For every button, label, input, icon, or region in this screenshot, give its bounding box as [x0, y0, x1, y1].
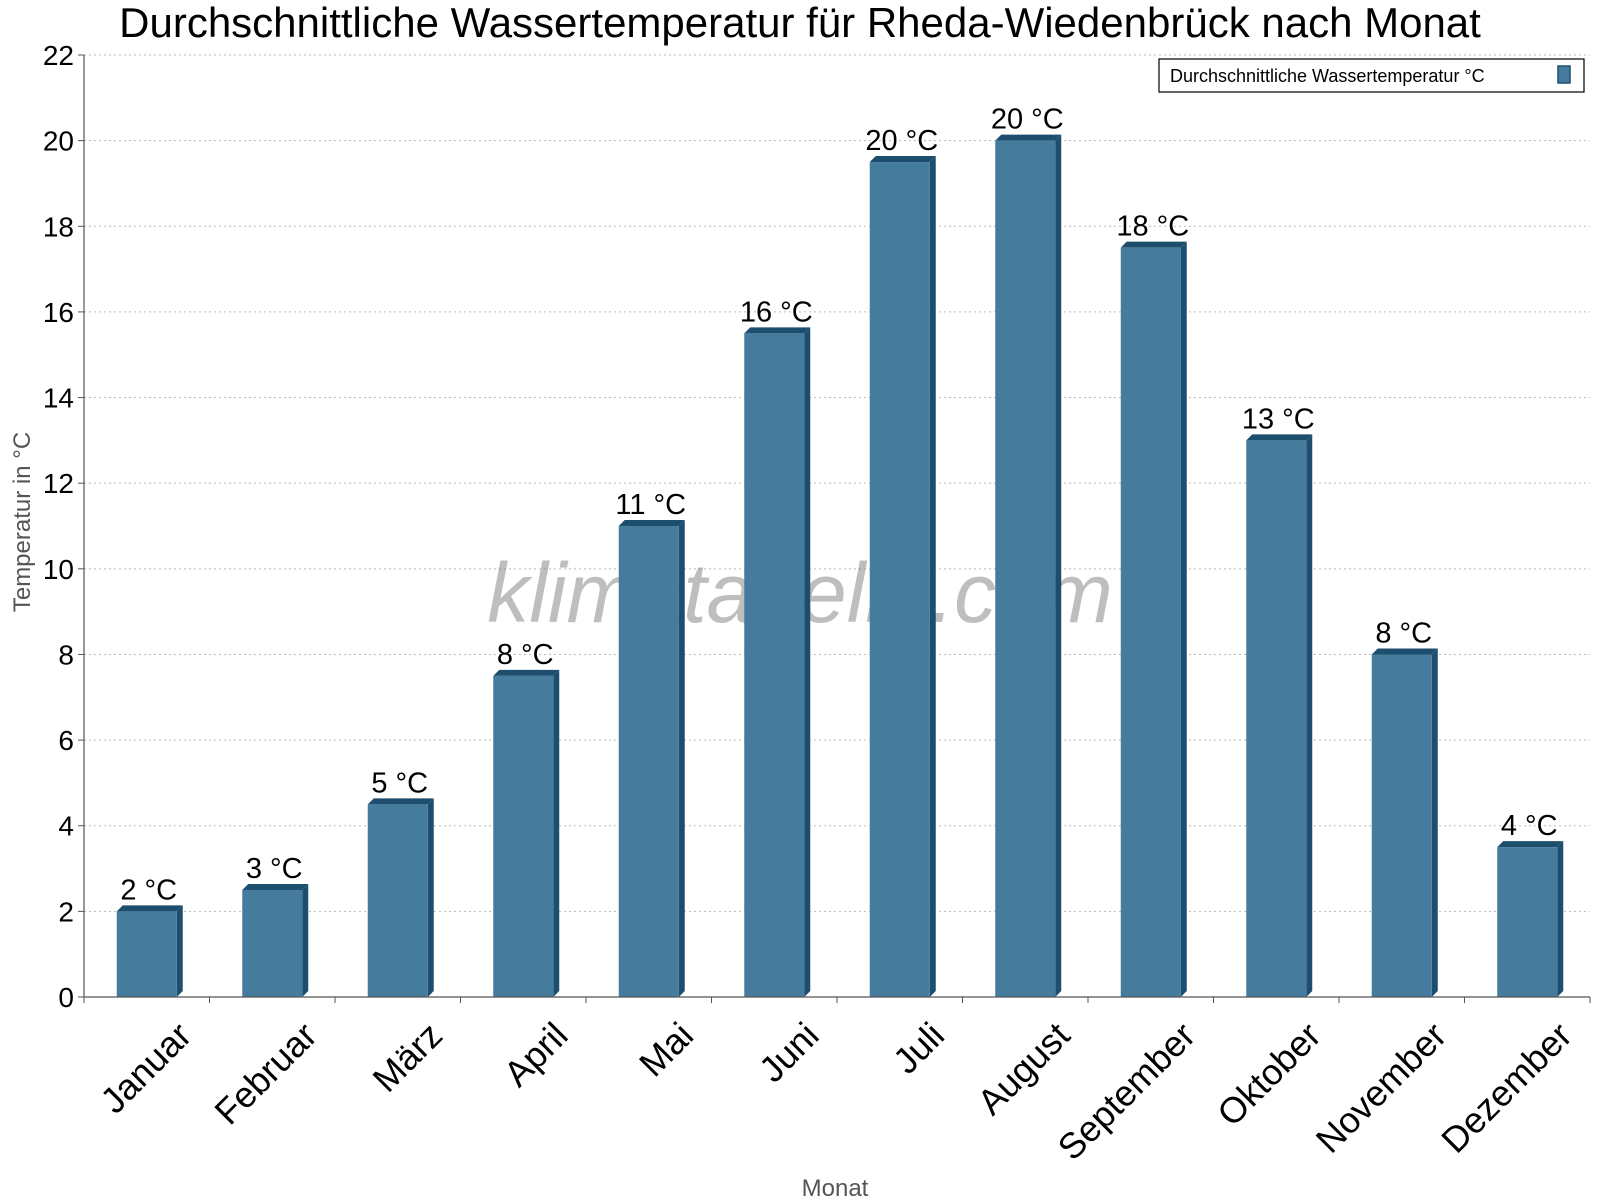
bar-side [1180, 241, 1187, 997]
x-tick-label: Januar [92, 1014, 199, 1121]
y-tick-label: 0 [58, 982, 74, 1013]
legend: Durchschnittliche Wassertemperatur °C [1158, 58, 1585, 93]
bar-side [1306, 434, 1313, 997]
y-tick-label: 4 [58, 811, 74, 842]
bar [869, 156, 936, 997]
bar-front [744, 333, 805, 997]
bar [1120, 241, 1187, 997]
legend-label: Durchschnittliche Wassertemperatur °C [1170, 66, 1485, 86]
bar-side [1557, 841, 1564, 997]
y-tick-label: 2 [58, 896, 74, 927]
bar [1246, 434, 1313, 997]
bar-top [995, 134, 1062, 141]
data-label: 20 °C [865, 125, 938, 157]
data-label: 20 °C [991, 104, 1064, 136]
bar-front [995, 140, 1056, 998]
bar-side [302, 883, 309, 997]
y-tick-label: 14 [43, 383, 74, 414]
y-tick-label: 6 [58, 725, 74, 756]
data-label: 18 °C [1116, 211, 1189, 243]
bar-top [1246, 434, 1313, 441]
bar-top [1120, 241, 1187, 248]
legend-swatch [1557, 65, 1571, 84]
y-tick-label: 10 [43, 554, 74, 585]
data-label: 5 °C [371, 767, 428, 799]
bar-series [116, 134, 1564, 998]
chart-title: Durchschnittliche Wassertemperatur für R… [119, 0, 1481, 46]
y-tick-label: 12 [43, 468, 74, 499]
bar-top [493, 669, 560, 676]
bar-front [1246, 440, 1307, 997]
grid-lines [84, 54, 1590, 912]
bar [116, 905, 183, 997]
y-tick-label: 8 [58, 639, 74, 670]
data-label: 13 °C [1242, 403, 1315, 435]
bar-side [427, 798, 434, 997]
y-tick-label: 20 [43, 126, 74, 157]
bar-top [618, 520, 685, 526]
data-label: 8 °C [497, 639, 554, 671]
bar-top [242, 883, 309, 890]
bar [493, 669, 560, 997]
bar-top [869, 156, 936, 163]
bar-top [1497, 841, 1564, 848]
x-tick-label: März [365, 1014, 451, 1100]
bar-side [804, 327, 811, 997]
bar [744, 327, 811, 997]
legend-box [1158, 58, 1585, 93]
bar-top [1371, 648, 1438, 655]
bar [995, 134, 1062, 998]
x-tick-label: August [969, 1014, 1077, 1122]
data-labels: 2 °C 3 °C 5 °C 8 °C 11 °C 16 °C 20 °C 20 °C 18 °… [120, 104, 1557, 907]
bar-side [1431, 648, 1438, 997]
x-tick-label: Oktober [1209, 1014, 1329, 1134]
bar-front [869, 162, 930, 997]
data-label: 3 °C [246, 853, 303, 885]
bar-front [1120, 247, 1181, 997]
bar-front [1371, 654, 1432, 997]
bar-front [1497, 847, 1558, 997]
data-label: 16 °C [740, 296, 813, 328]
y-axis-title: Temperatur in °C [9, 432, 36, 612]
bar [1497, 841, 1564, 997]
x-axis-title: Monat [802, 1175, 869, 1200]
y-tick-label: 16 [43, 297, 74, 328]
bar-side [176, 905, 183, 997]
bar-front [367, 804, 428, 997]
y-tick-label: 22 [43, 40, 74, 71]
bar [367, 798, 434, 997]
bar [1371, 648, 1438, 997]
bar-front [242, 889, 303, 997]
x-tick-label: November [1308, 1014, 1454, 1160]
bar-top [744, 327, 811, 334]
bar [242, 883, 309, 997]
bar-side [929, 156, 936, 997]
bar-front [618, 526, 679, 997]
bar-front [116, 911, 177, 997]
x-tick-label: Dezember [1433, 1014, 1579, 1160]
bar-side [553, 669, 560, 997]
bar-top [367, 798, 434, 805]
x-tick-label: Juli [885, 1014, 952, 1081]
bar-top [116, 905, 183, 912]
bar-front [493, 675, 554, 997]
bar [618, 520, 685, 997]
y-tick-label: 18 [43, 211, 74, 242]
bar-side [1055, 134, 1062, 998]
data-label: 8 °C [1375, 617, 1432, 649]
bar-side [678, 520, 685, 997]
data-label: 2 °C [120, 874, 177, 906]
axes [78, 54, 1591, 1003]
x-tick-label: September [1050, 1014, 1204, 1168]
x-tick-label: Februar [206, 1014, 324, 1132]
x-tick-label: April [496, 1014, 576, 1094]
data-label: 4 °C [1501, 810, 1558, 842]
x-tick-label: Mai [631, 1014, 701, 1084]
x-tick-label: Juni [751, 1014, 827, 1090]
data-label: 11 °C [615, 489, 686, 521]
